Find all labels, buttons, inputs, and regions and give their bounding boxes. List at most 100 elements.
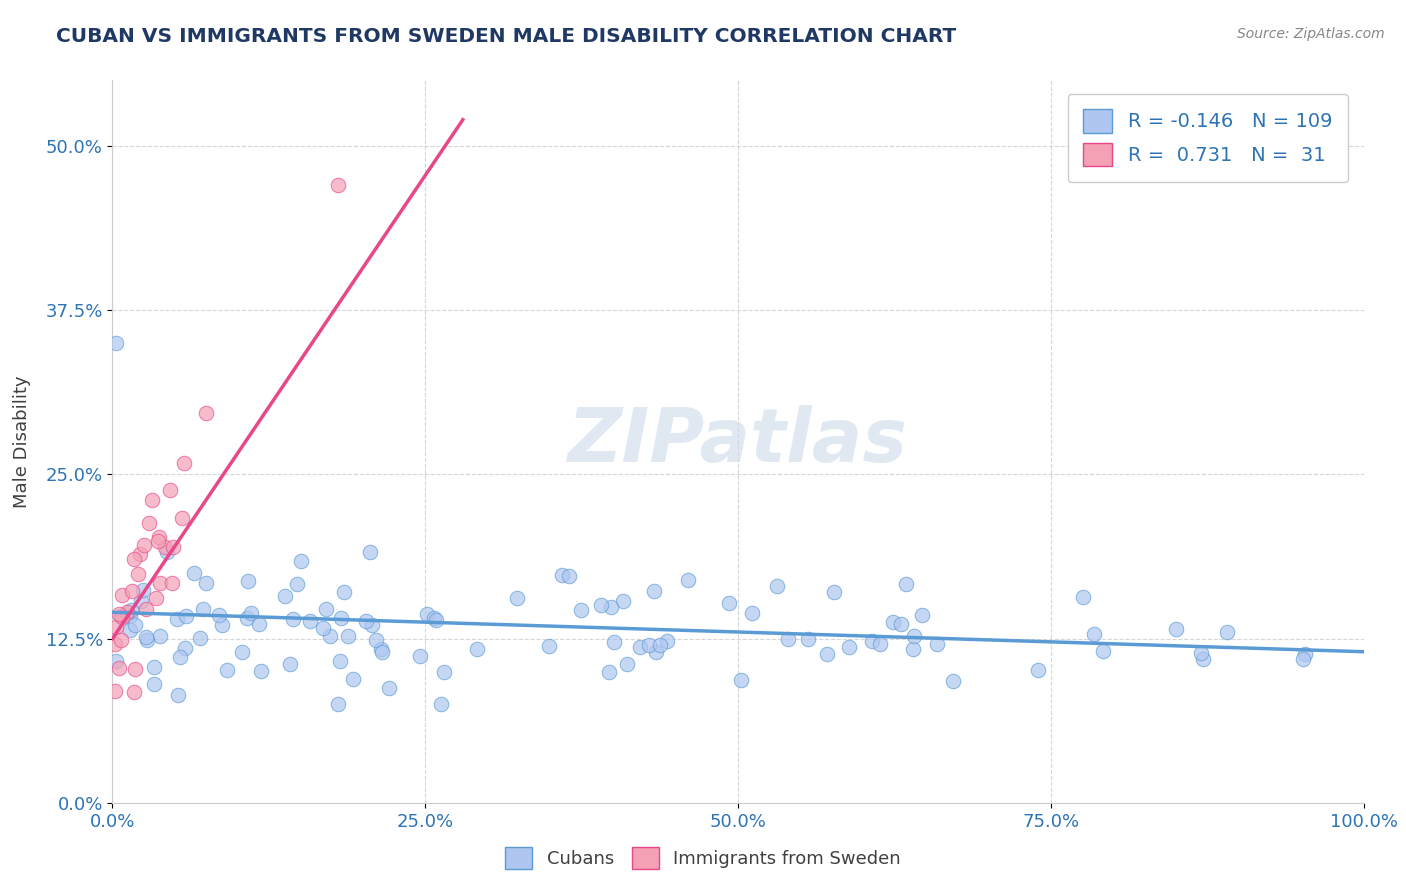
Point	[1026, 663, 1049, 677]
Point	[195, 575, 218, 590]
Point	[797, 632, 820, 646]
Point	[105, 336, 128, 351]
Point	[124, 618, 146, 632]
Point	[312, 621, 335, 635]
Point	[142, 660, 165, 674]
Legend: Cubans, Immigrants from Sweden: Cubans, Immigrants from Sweden	[496, 838, 910, 879]
Point	[120, 603, 142, 617]
Point	[422, 611, 444, 625]
Point	[433, 665, 456, 680]
Point	[571, 603, 593, 617]
Point	[141, 493, 163, 508]
Point	[776, 632, 799, 646]
Point	[280, 657, 302, 672]
Point	[135, 602, 157, 616]
Point	[1294, 647, 1316, 661]
Legend: R = -0.146   N = 109, R =  0.731   N =  31: R = -0.146 N = 109, R = 0.731 N = 31	[1067, 94, 1348, 182]
Point	[236, 574, 259, 589]
Point	[148, 534, 170, 549]
Point	[1292, 651, 1315, 665]
Point	[156, 545, 179, 559]
Point	[105, 620, 128, 634]
Point	[342, 672, 364, 686]
Point	[506, 591, 529, 605]
Point	[600, 599, 623, 614]
Point	[333, 585, 356, 599]
Point	[378, 681, 401, 695]
Point	[247, 616, 270, 631]
Point	[149, 629, 172, 643]
Point	[107, 607, 129, 621]
Point	[676, 573, 699, 587]
Point	[637, 638, 659, 652]
Point	[823, 585, 845, 599]
Point	[589, 598, 612, 612]
Point	[838, 640, 860, 654]
Point	[122, 685, 145, 699]
Point	[890, 616, 912, 631]
Point	[425, 613, 447, 627]
Point	[612, 594, 634, 608]
Point	[143, 677, 166, 691]
Point	[430, 698, 453, 712]
Point	[550, 567, 572, 582]
Text: CUBAN VS IMMIGRANTS FROM SWEDEN MALE DISABILITY CORRELATION CHART: CUBAN VS IMMIGRANTS FROM SWEDEN MALE DIS…	[56, 27, 956, 45]
Point	[211, 618, 233, 632]
Point	[408, 648, 430, 663]
Point	[118, 609, 141, 624]
Point	[162, 540, 184, 554]
Point	[167, 688, 190, 702]
Point	[894, 576, 917, 591]
Point	[903, 629, 925, 643]
Point	[354, 615, 377, 629]
Point	[215, 663, 238, 677]
Point	[105, 654, 128, 668]
Point	[598, 665, 620, 680]
Point	[329, 654, 352, 668]
Point	[285, 576, 308, 591]
Point	[318, 629, 340, 643]
Point	[149, 576, 172, 591]
Point	[869, 636, 891, 650]
Point	[910, 607, 932, 622]
Point	[127, 566, 149, 581]
Point	[188, 631, 211, 645]
Point	[359, 545, 381, 559]
Point	[360, 617, 382, 632]
Point	[1189, 646, 1212, 660]
Point	[183, 566, 205, 580]
Point	[370, 642, 392, 657]
Point	[195, 406, 218, 420]
Point	[1083, 627, 1105, 641]
Point	[730, 673, 752, 688]
Point	[766, 579, 789, 593]
Point	[111, 588, 134, 602]
Point	[655, 634, 678, 648]
Point	[336, 629, 359, 643]
Point	[117, 605, 139, 619]
Point	[138, 516, 160, 530]
Point	[741, 606, 763, 620]
Point	[208, 608, 231, 623]
Point	[942, 674, 965, 689]
Point	[281, 611, 304, 625]
Point	[193, 602, 215, 616]
Point	[1091, 644, 1114, 658]
Text: ZIPatlas: ZIPatlas	[568, 405, 908, 478]
Point	[121, 584, 143, 599]
Point	[176, 608, 198, 623]
Point	[145, 591, 167, 605]
Point	[815, 647, 838, 661]
Point	[120, 624, 142, 638]
Point	[882, 615, 904, 629]
Point	[148, 530, 170, 544]
Point	[371, 645, 394, 659]
Point	[558, 569, 581, 583]
Point	[104, 637, 127, 651]
Point	[132, 583, 155, 598]
Point	[170, 511, 193, 525]
Point	[155, 540, 177, 554]
Point	[250, 664, 273, 678]
Point	[1166, 622, 1188, 636]
Point	[860, 633, 883, 648]
